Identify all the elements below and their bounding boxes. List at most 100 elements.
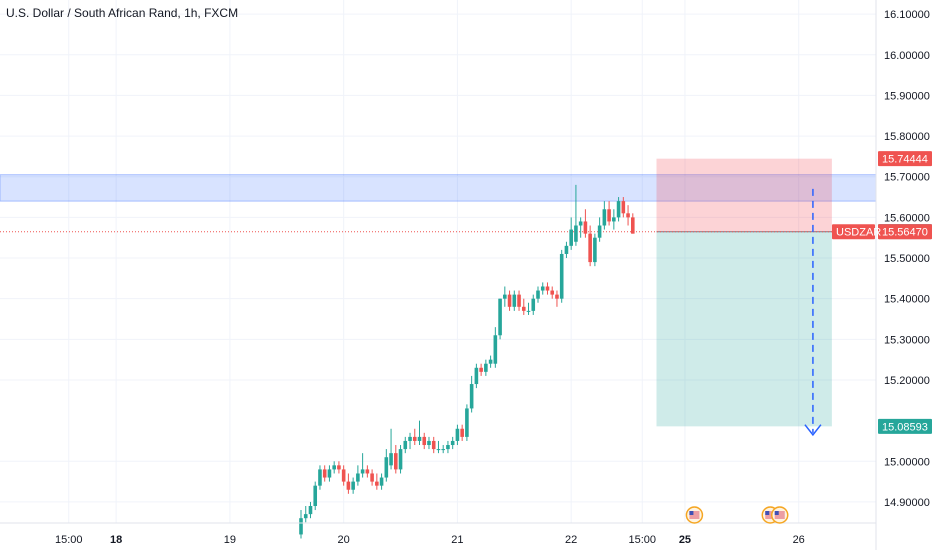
- price-badge-label: 15.56470: [882, 227, 928, 239]
- candle-body[interactable]: [474, 367, 479, 385]
- candle-body[interactable]: [412, 436, 417, 441]
- candle-body[interactable]: [398, 449, 403, 470]
- candle-body[interactable]: [621, 201, 626, 214]
- stop-loss-zone[interactable]: [656, 158, 832, 232]
- candle-body[interactable]: [479, 367, 483, 372]
- y-tick-label: 15.90000: [884, 90, 930, 102]
- candle-body[interactable]: [450, 440, 455, 446]
- candle-body[interactable]: [375, 481, 379, 486]
- y-tick-label: 15.40000: [884, 294, 930, 306]
- candle-body[interactable]: [322, 469, 327, 478]
- candle-body[interactable]: [465, 408, 469, 437]
- candle-body[interactable]: [616, 201, 621, 218]
- x-tick-label: 21: [451, 534, 463, 546]
- candle-body[interactable]: [403, 440, 408, 450]
- candle-body[interactable]: [626, 213, 630, 218]
- candle-body[interactable]: [337, 465, 341, 470]
- candle-body[interactable]: [446, 445, 450, 450]
- candle-body[interactable]: [498, 298, 502, 336]
- price-badge: [878, 151, 932, 167]
- candle-body[interactable]: [303, 514, 308, 519]
- candle-body[interactable]: [545, 286, 550, 291]
- candle-body[interactable]: [578, 221, 583, 226]
- x-tick-label: 18: [110, 534, 122, 546]
- flag-canton: [774, 511, 779, 515]
- price-badge-label: 15.74444: [882, 154, 928, 166]
- candle-body[interactable]: [308, 505, 313, 515]
- candle-body[interactable]: [436, 449, 441, 451]
- flag-canton: [765, 511, 770, 515]
- candle-body[interactable]: [332, 465, 336, 470]
- flag-field: [774, 511, 785, 519]
- candle-body[interactable]: [365, 469, 370, 474]
- candle-body[interactable]: [526, 310, 531, 312]
- candle-body[interactable]: [299, 518, 303, 535]
- x-tick-label: 15:00: [55, 534, 83, 546]
- x-tick-label: 15:00: [629, 534, 657, 546]
- candle-body[interactable]: [422, 436, 427, 446]
- candle-body[interactable]: [356, 473, 360, 482]
- candle-body[interactable]: [555, 294, 559, 299]
- candle-body[interactable]: [597, 225, 602, 238]
- candle-body[interactable]: [536, 290, 540, 299]
- chart-title: U.S. Dollar / South African Rand, 1h, FX…: [6, 6, 239, 20]
- y-tick-label: 16.00000: [884, 50, 930, 62]
- candle-body[interactable]: [602, 209, 607, 226]
- flag-canton: [689, 511, 694, 515]
- take-profit-zone[interactable]: [656, 231, 832, 427]
- candle-body[interactable]: [327, 469, 332, 478]
- y-tick-label: 15.30000: [884, 334, 930, 346]
- candle-body[interactable]: [507, 294, 512, 307]
- candle-body[interactable]: [607, 209, 611, 222]
- candle-body[interactable]: [460, 428, 464, 437]
- candle-body[interactable]: [346, 481, 351, 490]
- candle-body[interactable]: [484, 363, 488, 372]
- candle-body[interactable]: [394, 453, 398, 470]
- candle-body[interactable]: [550, 290, 555, 295]
- candle-body[interactable]: [341, 469, 346, 482]
- candle-body[interactable]: [612, 217, 616, 222]
- candle-body[interactable]: [370, 473, 374, 482]
- x-tick-label: 19: [224, 534, 236, 546]
- symbol-badge-label: USDZAR: [836, 227, 881, 239]
- candle-body[interactable]: [379, 477, 384, 486]
- candle-body[interactable]: [408, 436, 412, 441]
- y-tick-label: 16.10000: [884, 9, 930, 21]
- candle-body[interactable]: [512, 294, 517, 307]
- candle-body[interactable]: [360, 469, 365, 474]
- candle-body[interactable]: [569, 229, 573, 246]
- candle-body[interactable]: [540, 286, 545, 291]
- candle-body[interactable]: [431, 440, 436, 450]
- candle-body[interactable]: [389, 453, 393, 466]
- candle-body[interactable]: [469, 384, 474, 409]
- candle-body[interactable]: [488, 359, 493, 364]
- candle-body[interactable]: [417, 436, 422, 441]
- candle-body[interactable]: [631, 217, 635, 234]
- candle-body[interactable]: [384, 457, 389, 478]
- resistance-zone[interactable]: [0, 174, 877, 202]
- candle-body[interactable]: [427, 440, 431, 446]
- price-badge: [878, 418, 932, 434]
- candle-body[interactable]: [517, 294, 521, 307]
- candle-body[interactable]: [588, 233, 592, 263]
- y-tick-label: 15.70000: [884, 172, 930, 184]
- candle-body[interactable]: [455, 428, 460, 441]
- candle-body[interactable]: [574, 225, 578, 242]
- candle-body[interactable]: [583, 221, 588, 234]
- candle-body[interactable]: [441, 449, 445, 451]
- candle-body[interactable]: [318, 469, 322, 486]
- candle-body[interactable]: [351, 481, 355, 490]
- candle-body[interactable]: [564, 245, 569, 254]
- candle-body[interactable]: [559, 253, 564, 299]
- x-tick-label: 22: [565, 534, 577, 546]
- candle-body[interactable]: [313, 485, 318, 506]
- arrow-head-icon: [804, 424, 822, 437]
- candle-body[interactable]: [531, 298, 536, 311]
- candle-body[interactable]: [503, 294, 507, 299]
- candle-body[interactable]: [521, 306, 526, 311]
- x-tick-label: 25: [679, 534, 691, 546]
- candle-body[interactable]: [493, 335, 498, 364]
- candle-body[interactable]: [593, 237, 597, 263]
